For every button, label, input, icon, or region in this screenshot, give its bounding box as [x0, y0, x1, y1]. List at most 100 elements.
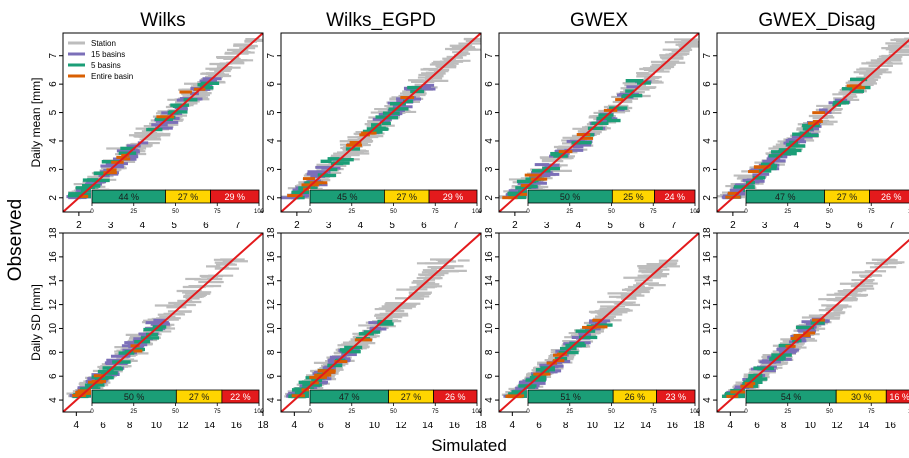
stacked-bar-segment — [869, 189, 909, 204]
y-tick-label: 10 — [702, 322, 713, 334]
stacked-bar-tick-label: 75 — [432, 209, 439, 215]
identity-line — [717, 238, 909, 412]
y-tick-label: 14 — [266, 275, 277, 287]
x-tick-label: 2 — [730, 220, 736, 231]
stacked-bar-tick-label: 50 — [390, 209, 397, 215]
stacked-bar-tick-label: 0 — [308, 409, 312, 415]
stacked-bar-tick-label: 100 — [472, 409, 483, 415]
y-tick-label: 2 — [484, 195, 495, 201]
x-tick-label: 5 — [171, 220, 177, 231]
x-tick-label: 6 — [754, 420, 760, 431]
y-tick-label: 18 — [48, 227, 59, 239]
stacked-bar: 51 % 26 % 23 % 0 25 50 75 100 — [526, 389, 701, 422]
stacked-bar-tick-label: 0 — [308, 209, 312, 215]
x-tick-label: 5 — [825, 220, 831, 231]
y-tick-label: 4 — [48, 397, 59, 403]
stacked-bar-label: 29 % — [443, 192, 464, 202]
panel-wilks_egpd-mean: Wilks_EGPD 2 3 4 5 6 7 2 3 4 5 6 7 45 % 27 % 29 % 0 25 50 7… — [266, 10, 483, 231]
y-tick-label: 6 — [484, 81, 495, 87]
stacked-bar-tick-label: 75 — [214, 209, 221, 215]
stacked-bar-tick-label: 25 — [566, 409, 573, 415]
data-layer — [717, 37, 909, 212]
x-tick-label: 12 — [177, 420, 189, 431]
x-tick-label: 2 — [76, 220, 82, 231]
x-tick-label: 10 — [805, 420, 817, 431]
identity-line — [281, 33, 481, 212]
x-tick-label: 4 — [74, 420, 80, 431]
stacked-bar-segment — [433, 389, 478, 404]
y-tick-label: 14 — [484, 275, 495, 287]
y-tick-label: 7 — [702, 53, 713, 59]
y-tick-label: 12 — [702, 299, 713, 311]
y-tick-label: 10 — [266, 322, 277, 334]
stacked-bar-tick-label: 75 — [432, 409, 439, 415]
x-tick-label: 6 — [318, 420, 324, 431]
y-tick-label: 4 — [48, 138, 59, 144]
identity-line — [499, 233, 699, 412]
stacked-bar-label: 27 % — [401, 392, 422, 402]
panel-gwex_disag-sd: 4681012141618468101214161854 %30 %16 %02… — [702, 227, 909, 431]
stacked-bar-tick-label: 100 — [254, 409, 265, 415]
stacked-bar-tick-label: 0 — [526, 409, 530, 415]
stacked-bar-tick-label: 100 — [908, 209, 909, 215]
stacked-bar-label: 24 % — [664, 192, 685, 202]
x-tick-label: 5 — [607, 220, 613, 231]
y-tick-label: 8 — [702, 349, 713, 355]
panel-wilks_egpd-sd: 4 6 8 10 12 14 16 18 4 6 8 10 12 14 16 18 47 % 27 % 26 % 0 2… — [266, 227, 487, 431]
identity-line — [63, 33, 263, 212]
stacked-bar-tick-label: 100 — [254, 209, 265, 215]
stacked-bar-tick-label: 75 — [214, 409, 221, 415]
data-layer — [499, 233, 699, 412]
y-tick-label: 2 — [266, 195, 277, 201]
y-tick-label: 18 — [484, 227, 495, 239]
panel-grid: Wilks Daily mean [mm] 2 3 4 5 6 7 2 3 4 5 6 7 44 % 27 %… — [29, 10, 909, 431]
y-tick-label: 14 — [702, 275, 713, 287]
x-tick-label: 16 — [449, 420, 461, 431]
x-tick-label: 2 — [294, 220, 300, 231]
y-tick-label: 5 — [48, 109, 59, 115]
stacked-bar-tick-label: 0 — [90, 209, 94, 215]
y-tick-label: 12 — [48, 299, 59, 311]
y-tick-label: 4 — [484, 397, 495, 403]
y-tick-label: 7 — [48, 53, 59, 59]
y-tick-label: 16 — [266, 251, 277, 263]
x-tick-label: 5 — [389, 220, 395, 231]
stacked-bar: 44 % 27 % 29 % 0 25 50 75 100 — [90, 189, 265, 222]
stacked-bar-label: 47 % — [775, 192, 796, 202]
row-label: Daily SD [mm] — [29, 284, 43, 361]
panel-gwex-sd: 4 6 8 10 12 14 16 18 4 6 8 10 12 14 16 18 51 % 26 % 23 % 0 2… — [484, 227, 705, 431]
y-tick-label: 6 — [702, 81, 713, 87]
panel-title: Wilks — [140, 10, 185, 31]
stacked-bar-tick-label: 0 — [744, 209, 748, 215]
x-tick-label: 3 — [544, 220, 550, 231]
stacked-bar-label: 25 % — [623, 192, 644, 202]
x-tick-label: 14 — [858, 420, 870, 431]
x-tick-label: 12 — [613, 420, 625, 431]
legend-entry: Entire basin — [91, 72, 133, 81]
y-tick-label: 16 — [702, 251, 713, 263]
x-tick-label: 18 — [257, 420, 269, 431]
legend-entry: 5 basins — [91, 61, 121, 70]
stacked-bar-segment — [654, 189, 696, 204]
stacked-bar-tick-label: 25 — [130, 209, 137, 215]
stacked-bar-label: 22 % — [230, 392, 251, 402]
identity-line — [717, 38, 909, 212]
x-tick-label: 16 — [231, 420, 243, 431]
y-tick-label: 14 — [48, 275, 59, 287]
x-tick-label: 7 — [889, 220, 895, 231]
stacked-bar-label: 26 % — [445, 392, 466, 402]
stacked-bar-segment — [221, 389, 260, 404]
stacked-bar-label: 27 % — [837, 192, 858, 202]
stacked-bar-tick-label: 75 — [650, 409, 657, 415]
x-tick-label: 16 — [885, 420, 897, 431]
identity-line — [281, 233, 481, 412]
stacked-bar-tick-label: 75 — [868, 409, 875, 415]
y-tick-label: 5 — [702, 109, 713, 115]
y-tick-label: 16 — [484, 251, 495, 263]
stacked-bar-tick-label: 25 — [348, 209, 355, 215]
row-label: Daily mean [mm] — [29, 77, 43, 167]
data-layer — [717, 238, 909, 412]
stacked-bar-tick-label: 50 — [172, 409, 179, 415]
legend-entry: Station — [91, 39, 116, 48]
x-tick-label: 6 — [857, 220, 863, 231]
